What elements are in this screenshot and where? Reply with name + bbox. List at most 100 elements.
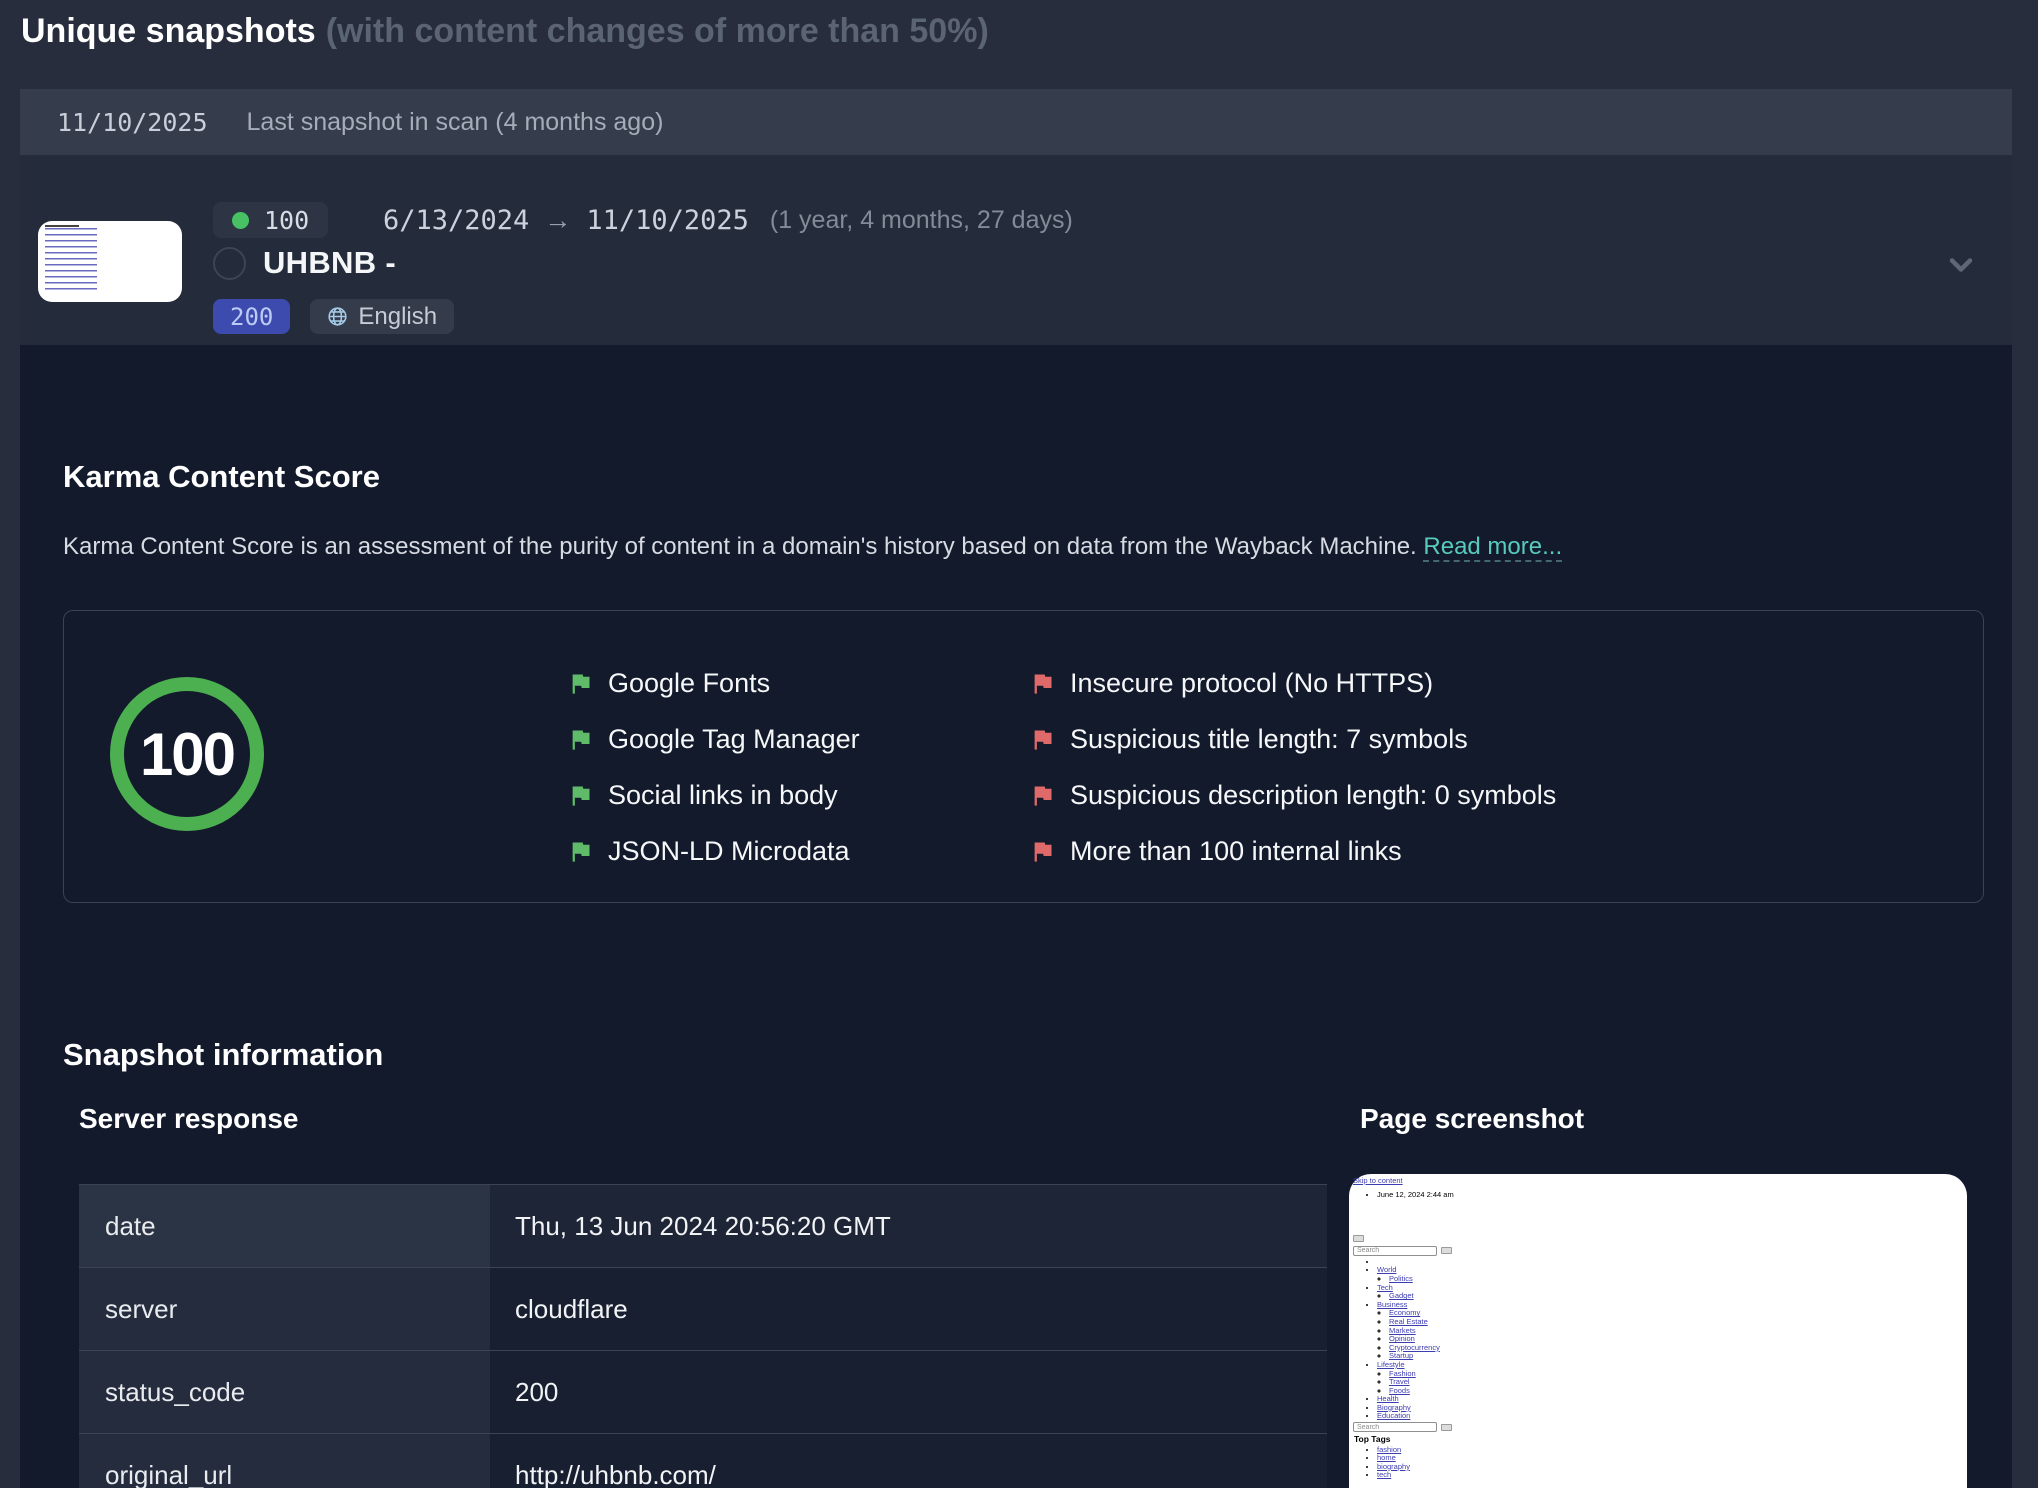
table-row: status_code 200 xyxy=(79,1350,1327,1433)
page-title-text: Unique snapshots xyxy=(21,12,316,50)
mini-date-line: June 12, 2024 2:44 am xyxy=(1377,1190,1967,1200)
green-flags-column: Google Fonts Google Tag Manager Social l… xyxy=(567,655,1029,879)
karma-description: Karma Content Score is an assessment of … xyxy=(63,533,1563,562)
red-flag-row: Suspicious description length: 0 symbols xyxy=(1029,767,1556,823)
mini-nav-subitem: Foods xyxy=(1389,1386,1967,1396)
site-title: UHBNB - xyxy=(263,245,396,280)
snapshot-detail-panel: Karma Content Score Karma Content Score … xyxy=(20,345,2012,1488)
mini-nav-item: Health xyxy=(1377,1394,1967,1404)
mini-spacer xyxy=(1353,1199,1967,1235)
table-row: original_url http://uhbnb.com/ xyxy=(79,1433,1327,1488)
score-dot-icon xyxy=(232,211,249,229)
mini-nav-subitem: Travel xyxy=(1389,1377,1967,1387)
red-flag-label: More than 100 internal links xyxy=(1070,835,1402,866)
green-flag-label: JSON-LD Microdata xyxy=(608,835,850,866)
page-title: Unique snapshots (with content changes of… xyxy=(21,12,989,51)
mini-nav-subitem: Startup xyxy=(1389,1352,1967,1361)
snapshot-info-heading: Snapshot information xyxy=(63,1037,384,1072)
date-from: 6/13/2024 xyxy=(383,204,530,236)
snapshot-date: 11/10/2025 xyxy=(57,107,208,137)
mini-nav-item: Biography xyxy=(1377,1403,1967,1413)
site-thumbnail[interactable] xyxy=(38,221,182,302)
mini-nav-subitem: Cryptocurrency xyxy=(1389,1343,1967,1353)
mini-search-button xyxy=(1441,1423,1452,1431)
mini-nav-subitem: Politics xyxy=(1389,1274,1967,1284)
table-row-key: date xyxy=(79,1185,490,1267)
language-badge-text: English xyxy=(358,302,438,330)
red-flag-row: Insecure protocol (No HTTPS) xyxy=(1029,655,1556,711)
mini-nav-subitem: Markets xyxy=(1389,1326,1967,1336)
mini-skip-link: Skip to content xyxy=(1353,1176,1403,1185)
badge-row: 200 English xyxy=(213,299,455,334)
page-subtitle: (with content changes of more than 50%) xyxy=(325,12,989,50)
page-screenshot-preview[interactable]: Skip to content June 12, 2024 2:44 am Wo… xyxy=(1349,1174,1967,1488)
karma-heading: Karma Content Score xyxy=(63,459,380,494)
snapshot-meta-label: Last snapshot in scan (4 months ago) xyxy=(246,107,664,136)
mini-nav-subitem: Fashion xyxy=(1389,1369,1967,1379)
green-flag-row: Google Fonts xyxy=(567,655,1029,711)
table-row-value: cloudflare xyxy=(490,1268,1327,1350)
language-badge: English xyxy=(310,299,455,334)
red-flag-icon xyxy=(1034,730,1052,750)
green-flag-icon xyxy=(572,730,590,750)
server-response-table: date Thu, 13 Jun 2024 20:56:20 GMT serve… xyxy=(79,1184,1327,1488)
mini-tag-item: fashion xyxy=(1377,1445,1967,1455)
status-code-badge: 200 xyxy=(213,299,291,334)
red-flag-row: Suspicious title length: 7 symbols xyxy=(1029,711,1556,767)
date-to: 11/10/2025 xyxy=(586,204,749,236)
red-flag-label: Insecure protocol (No HTTPS) xyxy=(1070,667,1434,698)
mini-search-input xyxy=(1353,1245,1437,1256)
table-row-key: original_url xyxy=(79,1434,490,1488)
score-pill: 100 xyxy=(213,202,329,238)
server-response-heading: Server response xyxy=(79,1103,299,1134)
table-row-key: status_code xyxy=(79,1351,490,1433)
status-code-badge-text: 200 xyxy=(230,302,274,331)
date-duration: (1 year, 4 months, 27 days) xyxy=(769,205,1073,234)
site-title-row: UHBNB - xyxy=(213,245,396,281)
mini-nav-item: Education xyxy=(1377,1412,1967,1421)
snapshot-card-header[interactable]: 100 6/13/2024 → 11/10/2025 (1 year, 4 mo… xyxy=(20,155,2012,345)
table-row: date Thu, 13 Jun 2024 20:56:20 GMT xyxy=(79,1184,1327,1267)
mini-nav-subitem: Economy xyxy=(1389,1309,1967,1318)
karma-score-card: 100 Google Fonts Google Tag Manager Soci… xyxy=(63,610,1984,903)
mini-nav-subitem: Gadget xyxy=(1389,1291,1967,1301)
green-flag-row: Social links in body xyxy=(567,767,1029,823)
snapshot-section: 11/10/2025 Last snapshot in scan (4 mont… xyxy=(20,89,2012,1488)
mini-tag-item: home xyxy=(1377,1453,1967,1463)
table-row: server cloudflare xyxy=(79,1267,1327,1350)
green-flag-icon xyxy=(572,674,590,694)
thumbnail-content-lines xyxy=(45,225,97,294)
page-screenshot-heading: Page screenshot xyxy=(1360,1103,1585,1134)
flags-grid: Google Fonts Google Tag Manager Social l… xyxy=(567,655,1556,879)
table-row-key: server xyxy=(79,1268,490,1350)
table-row-value: Thu, 13 Jun 2024 20:56:20 GMT xyxy=(490,1185,1327,1267)
mini-nav-item: World Politics xyxy=(1377,1266,1967,1283)
mini-toggle-button xyxy=(1353,1235,1364,1243)
red-flags-column: Insecure protocol (No HTTPS) Suspicious … xyxy=(1029,655,1556,879)
mini-nav-subitem: Real Estate xyxy=(1389,1317,1967,1327)
read-more-link[interactable]: Read more... xyxy=(1423,533,1563,562)
mini-nav-subitem: Opinion xyxy=(1389,1334,1967,1344)
green-flag-row: JSON-LD Microdata xyxy=(567,823,1029,879)
mini-search-button xyxy=(1441,1247,1452,1255)
mini-nav-item: Tech Gadget xyxy=(1377,1283,1967,1301)
green-flag-label: Google Tag Manager xyxy=(608,723,860,754)
mini-nav-list: World Politics Tech Gadget Business Econ… xyxy=(1368,1258,1967,1421)
red-flag-label: Suspicious description length: 0 symbols xyxy=(1070,779,1557,810)
collapse-toggle[interactable] xyxy=(1943,247,1979,288)
chevron-down-icon xyxy=(1949,258,1973,272)
score-pill-value: 100 xyxy=(264,205,310,235)
site-favicon xyxy=(213,246,246,280)
table-row-value: 200 xyxy=(490,1351,1327,1433)
arrow-right-icon: → xyxy=(544,204,572,235)
mini-tag-item: tech xyxy=(1377,1471,1967,1480)
mini-tag-item: biography xyxy=(1377,1462,1967,1472)
red-flag-row: More than 100 internal links xyxy=(1029,823,1556,879)
mini-top-tags-heading: Top Tags xyxy=(1354,1434,1391,1445)
red-flag-icon xyxy=(1034,786,1052,806)
mini-nav-item xyxy=(1377,1258,1967,1267)
green-flag-icon xyxy=(572,842,590,862)
green-flag-label: Google Fonts xyxy=(608,667,771,698)
snapshot-meta-bar: 11/10/2025 Last snapshot in scan (4 mont… xyxy=(20,89,2012,155)
